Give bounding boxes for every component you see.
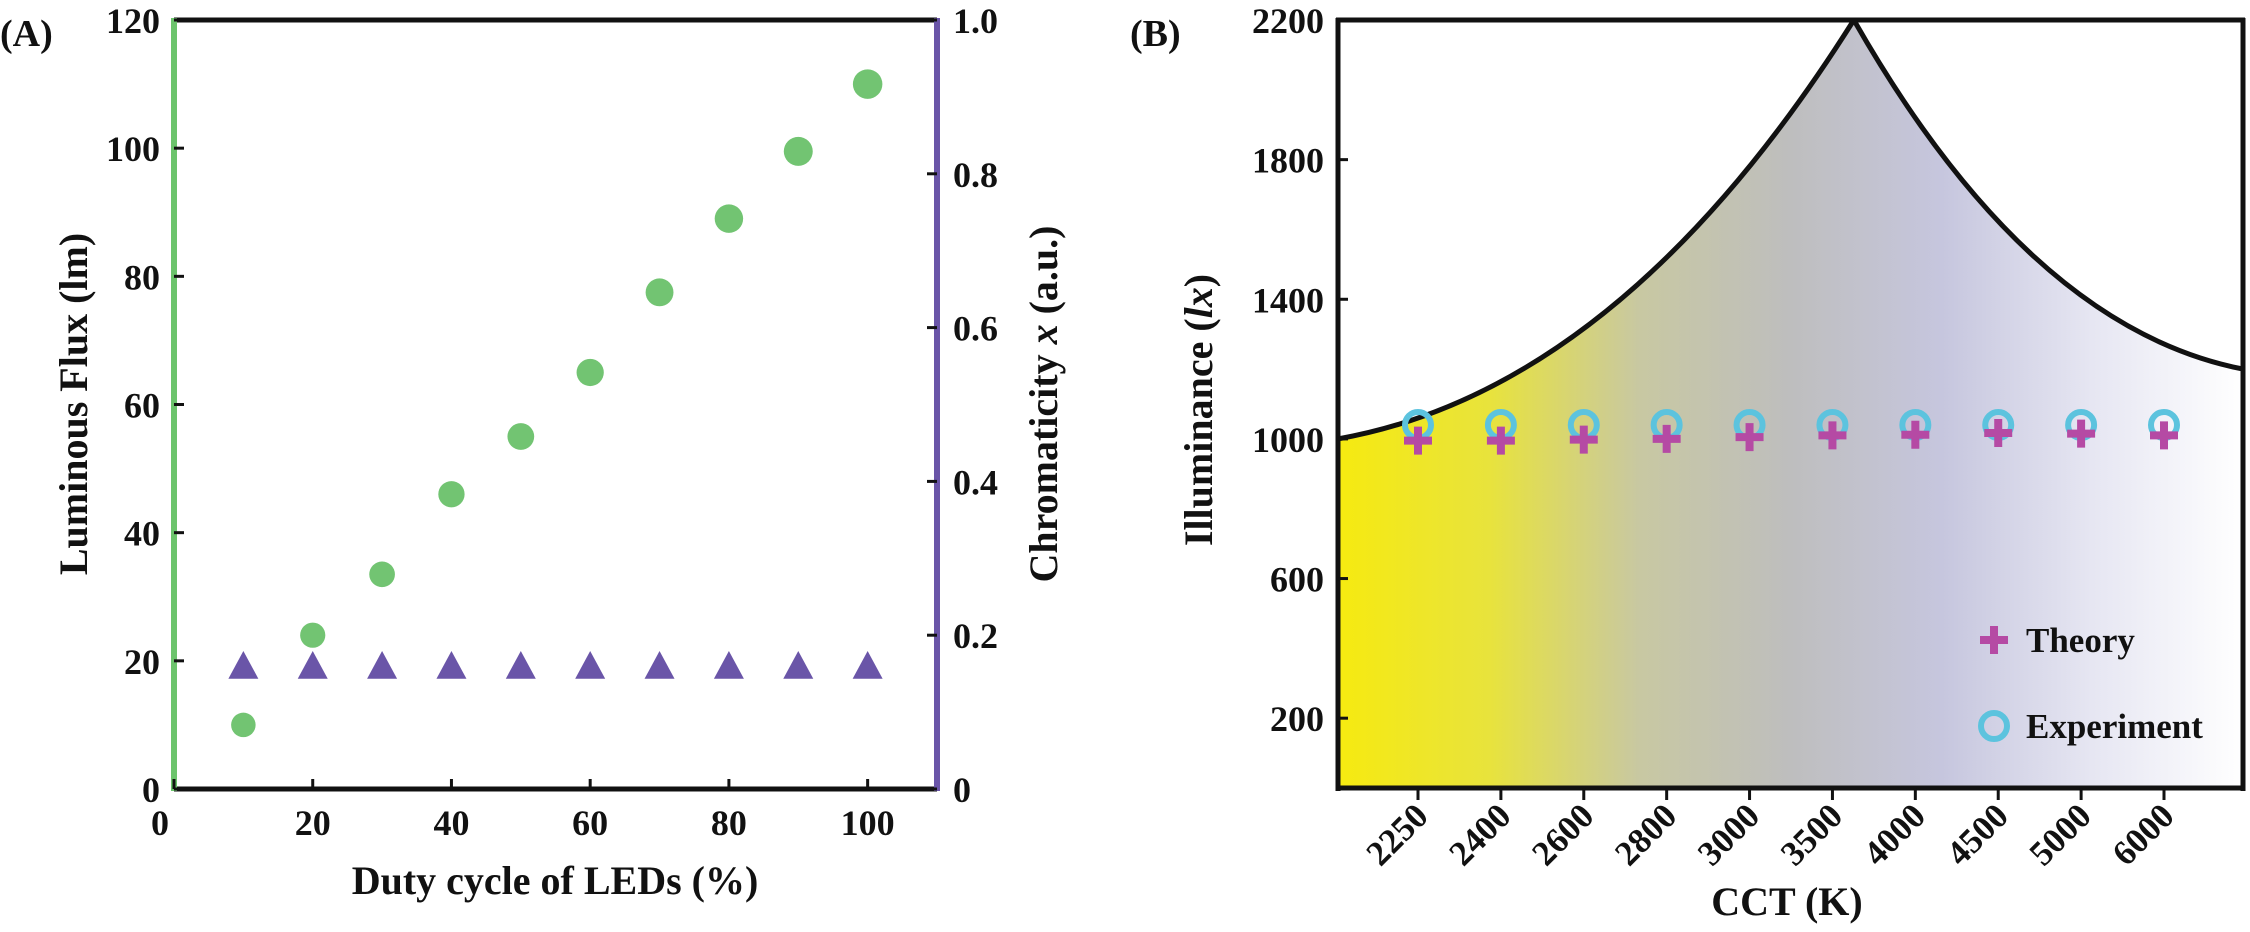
panel-b-x-tick-label: 5000 [2022, 796, 2099, 873]
panel-a-x-tick-label: 60 [572, 803, 608, 843]
panel-a-y-axis-title: Luminous Flux (lm) [51, 233, 96, 575]
theory-point [1569, 425, 1598, 454]
flux-point [576, 358, 604, 387]
panel-a-right-ticks: 0 0.2 0.4 0.6 0.8 1.0 [927, 1, 998, 810]
panel-a-y2-tick-label: 0.6 [953, 309, 998, 349]
panel-b-y-title-prefix: Illuminance ( [1176, 318, 1221, 546]
panel-a-y2-tick-label: 1.0 [953, 1, 998, 41]
panel-b-y-title-suffix: ) [1176, 274, 1221, 287]
panel-b-y-ticks: 200 600 1000 1400 1800 2200 [1252, 1, 1348, 739]
panel-a-y2-axis-title: Chromaticity x (a.u.) [1021, 226, 1066, 583]
panel-b-boundary-curve [1338, 20, 2243, 442]
chromaticity-point [297, 650, 328, 679]
flux-point [852, 69, 883, 99]
chromaticity-point [852, 650, 883, 679]
panel-a-left-ticks: 0 20 40 60 80 100 120 [106, 1, 184, 810]
panel-b-x-tick-label: 2800 [1607, 796, 1684, 873]
legend-theory-marker [1980, 626, 2008, 654]
panel-a-x-tick-label: 40 [433, 803, 469, 843]
flux-point [645, 278, 674, 307]
theory-point [1404, 426, 1432, 455]
panel-a-flux-series [231, 69, 883, 738]
panel-a-y2-title-prefix: Chromaticity [1021, 344, 1066, 582]
panel-a-y2-tick-label: 0 [953, 770, 971, 810]
panel-a-y2-tick-label: 0.8 [953, 155, 998, 195]
panel-b-x-ticks: 2250 2400 2600 2800 3000 3500 4000 4500 5000 6000 [1359, 788, 2182, 873]
panel-a-y2-tick-label: 0.2 [953, 616, 998, 656]
panel-b-x-tick-label: 3000 [1690, 796, 1767, 873]
chromaticity-point [713, 650, 744, 679]
panel-b-y-tick-label: 200 [1270, 699, 1324, 739]
chromaticity-point [228, 650, 259, 679]
flux-point [507, 423, 535, 450]
panel-b-y-tick-label: 600 [1270, 560, 1324, 600]
panel-a-y2-title-suffix: (a.u.) [1021, 226, 1066, 325]
panel-b-y-tick-label: 1400 [1252, 280, 1324, 320]
panel-a-y-tick-label: 40 [124, 514, 160, 554]
panel-a-label: (A) [0, 13, 53, 55]
theory-point [1735, 423, 1764, 452]
chromaticity-point [783, 650, 814, 679]
panel-a-y-tick-label: 20 [124, 642, 160, 682]
panel-b-x-tick-label: 2600 [1524, 796, 1601, 873]
legend-experiment-marker [1978, 710, 2010, 742]
panel-b-label: (B) [1130, 13, 1181, 55]
panel-a-y2-title-var: x [1021, 324, 1066, 345]
panel-b-gradient-region [1338, 20, 2243, 788]
panel-b-x-tick-label: 4000 [1856, 796, 1933, 873]
panel-b-y-title-var: lx [1176, 287, 1221, 318]
panel-b-x-tick-label: 2250 [1359, 796, 1436, 873]
panel-b-y-tick-label: 2200 [1252, 1, 1324, 41]
panel-b-x-tick-label: 6000 [2105, 796, 2182, 873]
panel-a: (A) 0 20 40 60 80 100 120 0 0.2 0.4 0.6 0.8 1.0 0 20… [0, 1, 1066, 903]
flux-point [369, 561, 395, 588]
flux-point [714, 204, 744, 233]
panel-a-x-tick-label: 100 [841, 803, 895, 843]
panel-b-x-tick-label: 3500 [1773, 796, 1850, 873]
chromaticity-point [436, 650, 467, 679]
panel-b-y-tick-label: 1000 [1252, 420, 1324, 460]
panel-b-y-tick-label: 1800 [1252, 141, 1324, 181]
panel-b-y-axis-title: Illuminance (lx) [1176, 274, 1221, 546]
legend-experiment-label: Experiment [2026, 707, 2203, 746]
panel-a-y-tick-label: 0 [142, 770, 160, 810]
panel-b-x-tick-label: 2400 [1441, 796, 1518, 873]
panel-b-x-axis-title: CCT (K) [1711, 879, 1862, 924]
theory-point [1901, 420, 1930, 449]
theory-point [2067, 419, 2096, 448]
theory-point [2150, 421, 2178, 450]
panel-a-y-tick-label: 80 [124, 257, 160, 297]
panel-a-x-tick-label: 0 [151, 803, 169, 843]
chromaticity-point [367, 650, 398, 679]
panel-a-x-tick-label: 80 [711, 803, 747, 843]
panel-a-y-tick-label: 100 [106, 129, 160, 169]
flux-point [438, 481, 465, 508]
panel-a-chromaticity-series [228, 650, 883, 679]
panel-a-y-tick-label: 120 [106, 1, 160, 41]
legend-theory-label: Theory [2026, 621, 2135, 660]
flux-point [231, 712, 256, 738]
panel-b-legend: Theory Experiment [1978, 621, 2203, 746]
chromaticity-point [575, 650, 606, 679]
theory-point [1652, 424, 1681, 453]
chromaticity-point [644, 650, 675, 679]
panel-b-theory-series [1404, 418, 2178, 455]
panel-a-x-axis-title: Duty cycle of LEDs (%) [352, 858, 759, 903]
panel-b-x-tick-label: 4500 [1939, 796, 2016, 873]
panel-a-y2-tick-label: 0.4 [953, 462, 998, 502]
chromaticity-point [505, 650, 536, 679]
panel-a-y-tick-label: 60 [124, 386, 160, 426]
flux-point [300, 622, 326, 648]
flux-point [783, 136, 813, 166]
panel-a-x-ticks: 0 20 40 60 80 100 [151, 779, 895, 843]
theory-point [1818, 421, 1847, 450]
theory-point [1486, 426, 1515, 455]
theory-point [1984, 418, 2013, 447]
panel-a-x-tick-label: 20 [295, 803, 331, 843]
